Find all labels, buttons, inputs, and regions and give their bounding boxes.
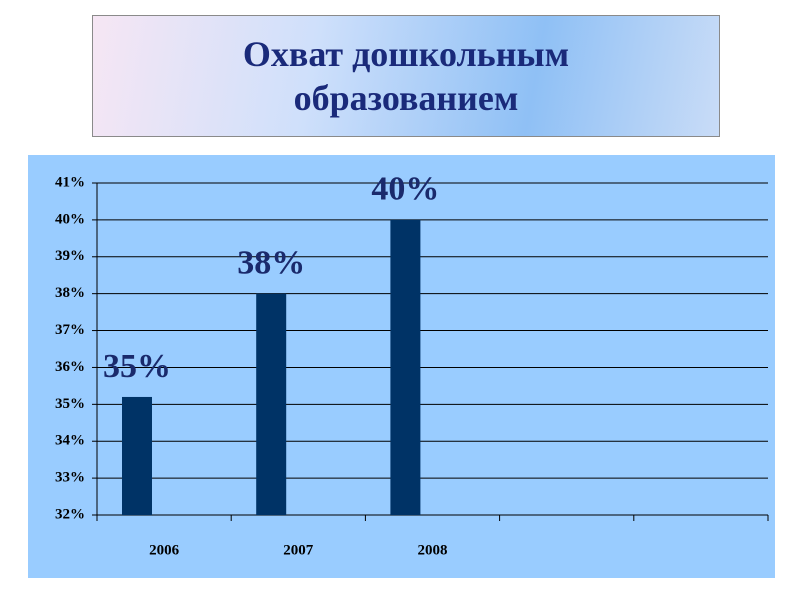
data-label: 40% (371, 171, 439, 208)
bar (390, 219, 421, 515)
x-tick-label: 2006 (149, 542, 180, 558)
data-label: 38% (237, 244, 305, 281)
bar (122, 396, 152, 515)
y-tick-label: 34% (55, 433, 85, 449)
title-box: Охват дошкольным образованием (92, 15, 720, 137)
x-tick-label: 2008 (418, 542, 448, 558)
bar (256, 293, 287, 515)
y-tick-label: 32% (55, 506, 85, 522)
x-tick-label: 2007 (283, 542, 314, 558)
y-tick-label: 39% (55, 248, 85, 264)
y-tick-label: 33% (55, 470, 85, 486)
y-tick-label: 35% (55, 396, 85, 412)
y-tick-label: 36% (55, 359, 85, 375)
chart-title: Охват дошкольным образованием (242, 34, 570, 118)
y-tick-label: 37% (55, 322, 85, 338)
y-tick-label: 41% (55, 174, 85, 190)
y-tick-label: 40% (55, 211, 85, 227)
data-label: 35% (103, 348, 171, 385)
y-tick-label: 38% (55, 285, 85, 301)
